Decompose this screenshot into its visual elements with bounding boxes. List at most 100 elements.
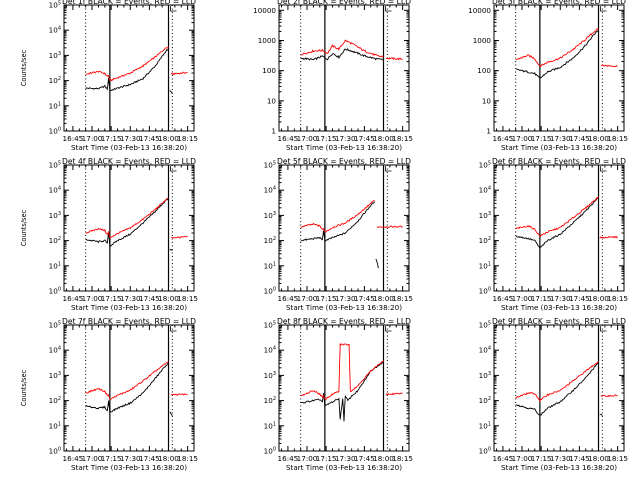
black-series-line xyxy=(169,411,173,417)
red-series-line xyxy=(600,394,618,398)
panel-6: Det 6f BLACK = Events, RED = LLD 100 101 10… xyxy=(479,157,628,312)
y-tick-label: 102 xyxy=(479,236,491,245)
x-tick-label: 17:45 xyxy=(569,294,590,303)
y-tick-label: 104 xyxy=(264,186,276,195)
x-tick-label: 17:45 xyxy=(139,294,160,303)
x-tick-label: 16:45 xyxy=(63,134,84,143)
red-series-line xyxy=(376,225,403,228)
panel-7: Det 7f BLACK = Events, RED = LLD 100 101 10… xyxy=(20,317,198,472)
y-tick-label: 103 xyxy=(479,371,491,380)
interval-bracket xyxy=(170,166,177,172)
panel-5: Det 5f BLACK = Events, RED = LLD 100 101 10… xyxy=(264,157,413,312)
x-tick-label: 17:45 xyxy=(569,454,590,463)
y-tick-label: 100 xyxy=(262,66,276,75)
y-tick-label: 10 xyxy=(482,96,492,105)
y-tick-label: 100 xyxy=(477,66,491,75)
x-axis-label: Start Time (03-Feb-13 16:38:20) xyxy=(501,303,617,312)
y-axis-label: Counts/sec xyxy=(20,209,28,246)
panel-title: Det 5f BLACK = Events, RED = LLD xyxy=(277,157,411,166)
interval-bracket xyxy=(600,6,607,12)
y-tick-label: 105 xyxy=(479,161,491,170)
y-tick-label: 1000 xyxy=(473,36,492,45)
panel-title: Det 7f BLACK = Events, RED = LLD xyxy=(62,317,196,326)
y-tick-label: 1 xyxy=(486,127,491,136)
y-tick-label: 101 xyxy=(264,261,276,270)
plot-frame xyxy=(63,164,195,292)
y-tick-label: 103 xyxy=(479,211,491,220)
panel-1: Det 1f BLACK = Events, RED = LLD 100 101 10… xyxy=(20,0,198,152)
y-tick-label: 101 xyxy=(49,261,61,270)
red-series-line xyxy=(385,57,403,61)
y-tick-label: 10000 xyxy=(468,6,491,15)
x-tick-label: 18:00 xyxy=(373,454,394,463)
x-tick-label: 17:15 xyxy=(531,454,552,463)
x-tick-label: 18:00 xyxy=(373,294,394,303)
y-tick-label: 104 xyxy=(49,186,61,195)
y-tick-label: 100 xyxy=(49,127,61,136)
red-series-line xyxy=(171,235,188,239)
x-tick-label: 16:45 xyxy=(63,294,84,303)
panel-title: Det 6f BLACK = Events, RED = LLD xyxy=(492,157,626,166)
y-tick-label: 101 xyxy=(479,421,491,430)
y-tick-label: 105 xyxy=(264,321,276,330)
red-series-line xyxy=(515,196,599,237)
y-tick-label: 103 xyxy=(49,51,61,60)
x-tick-label: 17:00 xyxy=(82,454,103,463)
x-tick-label: 18:15 xyxy=(607,454,628,463)
y-tick-label: 102 xyxy=(49,396,61,405)
x-tick-label: 18:00 xyxy=(588,454,609,463)
x-tick-label: 17:15 xyxy=(101,294,122,303)
y-tick-label: 103 xyxy=(49,211,61,220)
y-tick-label: 105 xyxy=(49,321,61,330)
x-axis-label: Start Time (03-Feb-13 16:38:20) xyxy=(71,463,187,472)
y-tick-label: 102 xyxy=(49,236,61,245)
x-tick-label: 17:15 xyxy=(101,134,122,143)
x-tick-label: 18:15 xyxy=(177,454,198,463)
x-tick-label: 17:15 xyxy=(531,134,552,143)
y-tick-label: 1 xyxy=(271,127,276,136)
panel-4: Det 4f BLACK = Events, RED = LLD 100 101 10… xyxy=(20,157,198,312)
x-tick-label: 17:00 xyxy=(82,134,103,143)
y-tick-label: 102 xyxy=(264,396,276,405)
x-tick-label: 17:00 xyxy=(512,454,533,463)
red-series-line xyxy=(300,342,384,401)
interval-bracket xyxy=(600,326,607,332)
x-tick-label: 17:00 xyxy=(512,134,533,143)
y-tick-label: 100 xyxy=(49,447,61,456)
y-tick-label: 103 xyxy=(264,371,276,380)
y-tick-label: 101 xyxy=(264,421,276,430)
panel-9: Det 9f BLACK = Events, RED = LLD 100 101 10… xyxy=(479,317,628,472)
y-tick-label: 105 xyxy=(479,321,491,330)
red-series-line xyxy=(300,39,384,58)
x-tick-label: 16:45 xyxy=(278,454,299,463)
plot-frame xyxy=(278,4,410,132)
red-series-line xyxy=(171,71,188,76)
x-tick-label: 17:30 xyxy=(120,454,141,463)
y-tick-label: 102 xyxy=(49,76,61,85)
red-series-line xyxy=(515,361,599,403)
y-tick-label: 10000 xyxy=(253,6,276,15)
interval-bracket xyxy=(385,326,392,332)
x-tick-label: 16:45 xyxy=(278,134,299,143)
x-axis-label: Start Time (03-Feb-13 16:38:20) xyxy=(286,463,402,472)
x-tick-label: 17:45 xyxy=(354,454,375,463)
x-tick-label: 17:15 xyxy=(316,454,337,463)
x-tick-label: 17:30 xyxy=(550,454,571,463)
x-tick-label: 18:15 xyxy=(177,134,198,143)
x-tick-label: 18:00 xyxy=(588,294,609,303)
x-tick-label: 17:45 xyxy=(139,134,160,143)
x-tick-label: 17:30 xyxy=(120,134,141,143)
x-tick-label: 17:45 xyxy=(139,454,160,463)
x-axis-label: Start Time (03-Feb-13 16:38:20) xyxy=(286,303,402,312)
x-tick-label: 17:30 xyxy=(550,294,571,303)
x-axis-label: Start Time (03-Feb-13 16:38:20) xyxy=(71,303,187,312)
y-tick-label: 103 xyxy=(264,211,276,220)
x-tick-label: 17:15 xyxy=(316,134,337,143)
x-tick-label: 16:45 xyxy=(493,454,514,463)
x-tick-label: 18:00 xyxy=(588,134,609,143)
plot-frame xyxy=(63,4,195,132)
red-series-line xyxy=(600,63,618,68)
y-tick-label: 100 xyxy=(264,287,276,296)
plot-frame xyxy=(63,324,195,452)
x-tick-label: 16:45 xyxy=(493,294,514,303)
